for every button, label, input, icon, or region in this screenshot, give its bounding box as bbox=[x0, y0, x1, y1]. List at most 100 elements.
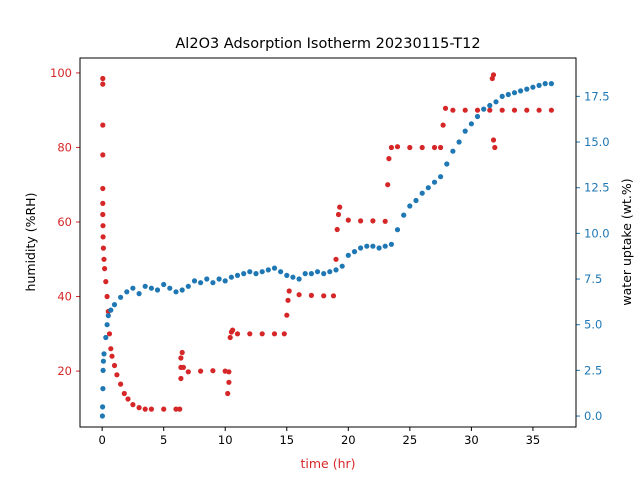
humidity-point bbox=[407, 144, 413, 151]
humidity-point bbox=[210, 368, 216, 374]
humidity-point bbox=[382, 218, 388, 224]
humidity-point bbox=[225, 390, 231, 397]
left-y-tick-label: 40 bbox=[57, 290, 72, 304]
uptake-point bbox=[425, 185, 431, 191]
humidity-point bbox=[111, 362, 118, 369]
uptake-point bbox=[100, 367, 106, 373]
uptake-point bbox=[536, 82, 542, 88]
humidity-point bbox=[281, 331, 287, 337]
uptake-point bbox=[339, 263, 345, 269]
humidity-point bbox=[180, 364, 186, 370]
uptake-point bbox=[314, 269, 321, 275]
humidity-point bbox=[118, 381, 124, 387]
uptake-point bbox=[104, 322, 110, 328]
humidity-point bbox=[179, 349, 185, 356]
humidity-point bbox=[185, 369, 191, 375]
uptake-point bbox=[487, 102, 493, 109]
humidity-point bbox=[100, 234, 106, 240]
uptake-point bbox=[511, 90, 518, 96]
uptake-point bbox=[351, 249, 358, 255]
humidity-point bbox=[438, 144, 444, 151]
humidity-point bbox=[431, 144, 438, 151]
humidity-point bbox=[114, 372, 120, 378]
uptake-point bbox=[154, 287, 161, 293]
uptake-point bbox=[450, 148, 456, 154]
uptake-point bbox=[142, 283, 148, 289]
humidity-point bbox=[321, 293, 327, 299]
uptake-point bbox=[462, 128, 468, 134]
uptake-point bbox=[438, 174, 444, 180]
uptake-point bbox=[161, 281, 167, 288]
uptake-point bbox=[321, 271, 327, 277]
left-y-axis: 20 40 60 80 100 bbox=[50, 66, 80, 378]
uptake-point bbox=[542, 81, 548, 87]
uptake-point bbox=[394, 227, 401, 233]
right-y-tick-label: 17.5 bbox=[584, 89, 610, 103]
humidity-point bbox=[125, 396, 131, 402]
uptake-point bbox=[124, 289, 130, 295]
humidity-points-layer bbox=[100, 72, 555, 412]
humidity-point bbox=[285, 297, 291, 303]
humidity-point bbox=[271, 331, 278, 337]
uptake-point bbox=[198, 280, 204, 286]
uptake-point bbox=[474, 113, 481, 120]
humidity-point bbox=[524, 107, 530, 113]
uptake-point bbox=[100, 404, 106, 410]
x-axis: 0 5 10 15 20 25 30 35 bbox=[98, 427, 540, 447]
humidity-point bbox=[100, 81, 106, 87]
humidity-point bbox=[419, 144, 425, 151]
humidity-point bbox=[100, 122, 106, 128]
humidity-point bbox=[358, 218, 364, 224]
x-tick-label: 25 bbox=[403, 433, 418, 447]
uptake-point bbox=[278, 269, 284, 275]
humidity-point bbox=[121, 390, 127, 397]
humidity-point bbox=[308, 292, 314, 298]
humidity-point bbox=[136, 405, 142, 411]
humidity-point bbox=[330, 293, 337, 299]
uptake-point bbox=[101, 351, 107, 357]
right-y-tick-label: 15.0 bbox=[584, 135, 610, 149]
humidity-point bbox=[226, 369, 232, 375]
humidity-point bbox=[100, 245, 106, 251]
uptake-point bbox=[265, 267, 271, 273]
uptake-point bbox=[382, 243, 388, 249]
uptake-point bbox=[456, 139, 462, 145]
left-y-tick-label: 100 bbox=[50, 66, 72, 80]
uptake-points-layer bbox=[99, 81, 555, 419]
uptake-point bbox=[308, 271, 314, 277]
uptake-point bbox=[191, 278, 198, 284]
left-y-axis-label: humidity (%RH) bbox=[23, 193, 38, 292]
uptake-point bbox=[431, 179, 438, 185]
left-y-tick-label: 60 bbox=[57, 215, 72, 229]
uptake-point bbox=[505, 91, 511, 98]
x-tick-label: 20 bbox=[341, 433, 356, 447]
uptake-point bbox=[210, 280, 216, 286]
uptake-point bbox=[130, 285, 136, 291]
humidity-point bbox=[499, 107, 505, 113]
uptake-point bbox=[204, 276, 210, 282]
x-tick-label: 35 bbox=[526, 433, 541, 447]
humidity-point bbox=[462, 107, 468, 113]
humidity-point bbox=[161, 406, 167, 412]
humidity-point bbox=[386, 156, 392, 162]
humidity-point bbox=[108, 346, 114, 352]
humidity-point bbox=[227, 334, 233, 341]
uptake-point bbox=[105, 313, 111, 319]
uptake-point bbox=[407, 203, 413, 209]
uptake-point bbox=[333, 267, 339, 273]
humidity-point bbox=[335, 211, 342, 218]
humidity-point bbox=[337, 204, 343, 210]
humidity-point bbox=[385, 182, 391, 188]
humidity-point bbox=[333, 256, 339, 262]
right-y-tick-label: 12.5 bbox=[584, 181, 610, 195]
humidity-point bbox=[100, 211, 106, 218]
right-y-tick-label: 0.0 bbox=[584, 409, 602, 423]
x-tick-label: 0 bbox=[98, 433, 105, 447]
uptake-point bbox=[481, 106, 487, 112]
uptake-point bbox=[327, 269, 333, 275]
humidity-point bbox=[284, 312, 290, 318]
humidity-point bbox=[370, 218, 376, 224]
humidity-point bbox=[230, 327, 236, 333]
humidity-point bbox=[548, 107, 555, 113]
